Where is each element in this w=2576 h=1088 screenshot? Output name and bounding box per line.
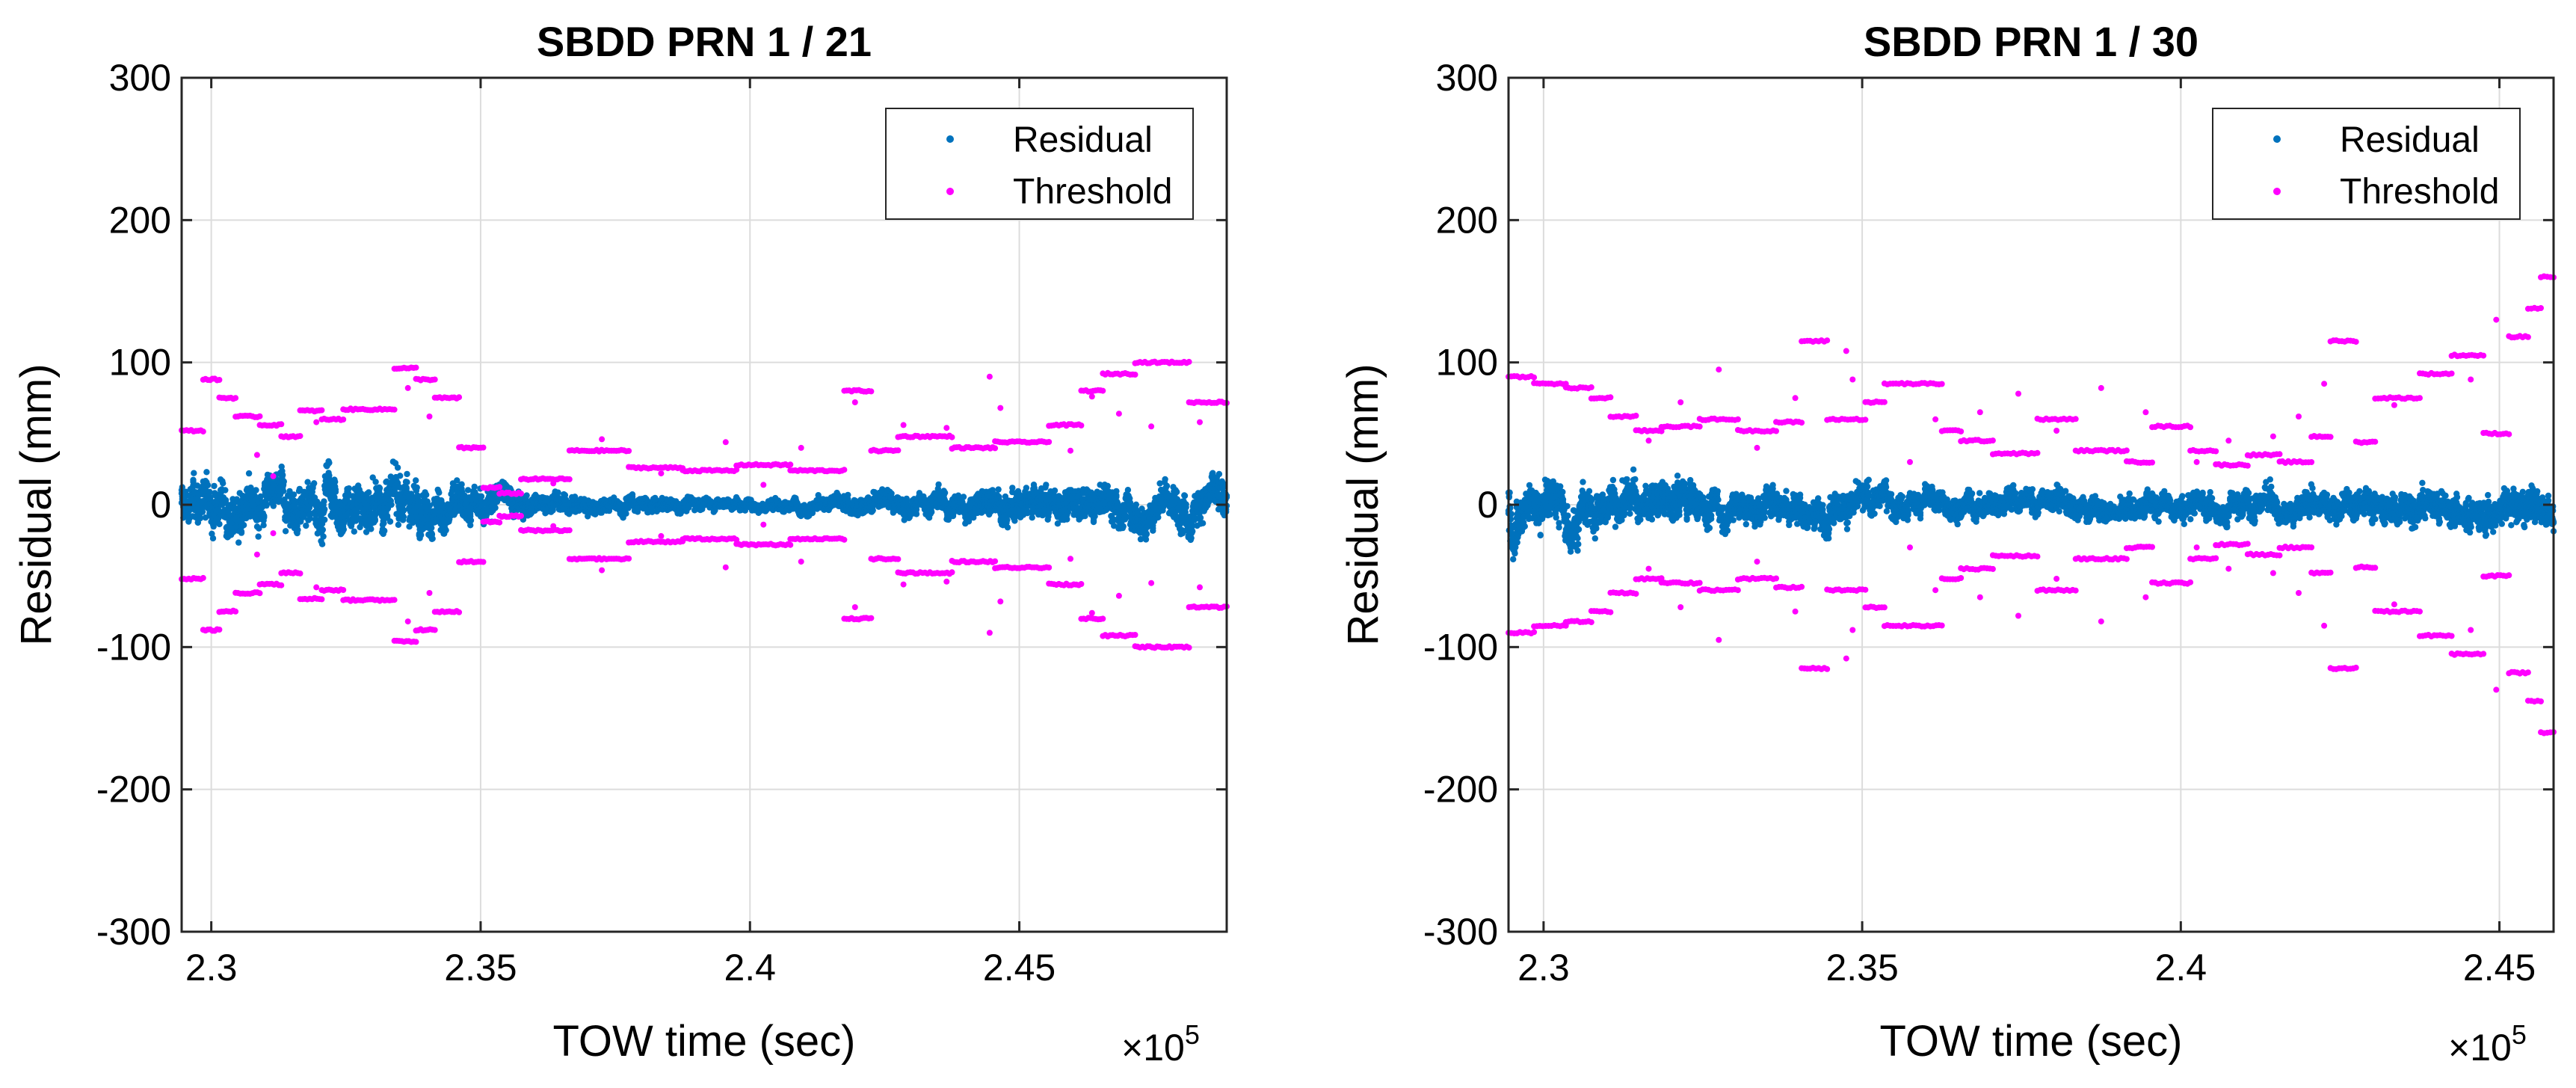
residual-point [935,481,942,488]
residual-point [194,482,201,489]
residual-point [1043,482,1050,488]
residual-point [222,497,229,503]
residual-point [240,522,247,529]
residual-point [295,526,301,533]
residual-point [211,482,218,490]
residual-point [319,526,326,533]
residual-point [216,520,223,528]
residual-point [478,493,485,500]
residual-point [1023,485,1030,491]
residual-point [261,514,268,520]
residual-point [256,525,262,532]
residual-point [332,488,339,495]
residual-point [372,479,379,485]
residual-point [623,510,629,517]
residual-point [209,535,217,542]
residual-point [257,493,264,500]
residual-point [326,459,333,467]
residual-point [1120,523,1127,530]
residual-point [845,491,851,499]
residual-point [413,477,419,484]
residual-point [321,498,327,505]
residual-point [443,526,449,534]
residual-point [303,522,309,529]
residual-point [204,482,212,489]
residual-point [404,479,410,485]
residual-point [394,464,401,471]
residual-point [222,487,229,494]
residual-point [351,528,357,535]
residual-point [376,485,383,491]
residual-point [199,505,206,511]
residual-point [321,505,328,513]
residual-point [523,492,530,499]
residual-point [1051,487,1059,494]
residual-point [206,488,213,496]
residual-point [388,501,395,508]
residual-point [203,469,210,476]
residual-point [995,486,1002,493]
residual-point [235,539,242,546]
residual-point [311,480,318,487]
residual-point [386,518,394,525]
residual-point [340,526,347,533]
residual-point [941,489,949,497]
residual-point [913,511,920,517]
residual-point [1133,501,1140,508]
residual-point [397,473,404,479]
residual-point [280,472,286,479]
residual-point [368,526,375,532]
residual-point [395,521,402,528]
residual-point [238,528,245,535]
residual-point [220,480,227,487]
residual-point [306,515,313,522]
residual-point [280,488,287,494]
residual-point [304,479,311,485]
residual-point [429,535,436,542]
residual-point [366,489,372,496]
residual-point [1004,524,1011,531]
residual-point [380,520,387,526]
residual-point [290,491,298,498]
residual-point [372,516,378,523]
residual-point [191,470,197,476]
data-points [178,358,1230,651]
residual-point [332,479,339,485]
residual-point [345,485,352,492]
residual-point [458,481,465,488]
residual-point [464,487,472,494]
residual-point [471,483,478,491]
residual-point [318,541,326,547]
residual-point [253,487,259,494]
residual-point [197,514,204,522]
residual-point [413,484,420,491]
residual-point [423,491,430,498]
residual-point [282,528,289,535]
residual-point [280,478,287,485]
residual-point [400,514,407,520]
residual-point [960,494,967,500]
residual-point [321,516,328,523]
residual-point [428,524,435,532]
residual-point [255,533,262,540]
residual-point [1124,487,1132,494]
residual-point [492,504,499,511]
residual-point [436,489,443,496]
residual-point [260,522,267,529]
residual-point [404,470,410,478]
residual-point [245,470,253,477]
residual-point [320,533,327,540]
residual-point [1104,483,1111,490]
residual-point [1064,516,1070,523]
residual-point [928,508,935,515]
residual-point [467,517,475,524]
residual-point [206,495,214,502]
residual-point [381,527,388,535]
